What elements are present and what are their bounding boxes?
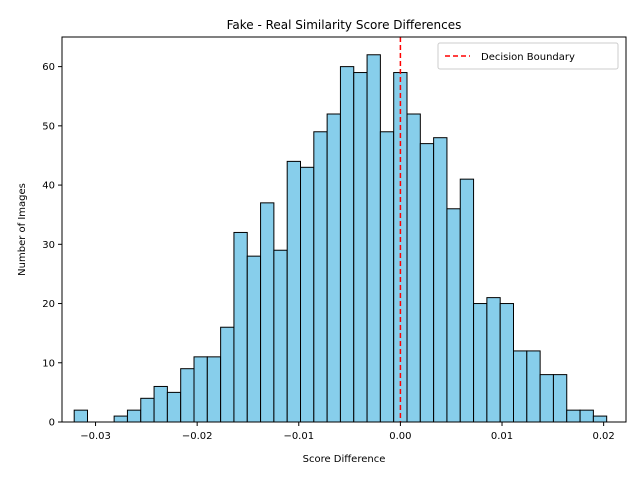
histogram-bar	[433, 137, 448, 423]
y-axis-label: Number of Images	[17, 183, 28, 276]
histogram-bar	[379, 131, 395, 423]
histogram-bar	[539, 374, 554, 423]
histogram-bar	[153, 385, 168, 423]
histogram-bar	[419, 143, 435, 423]
histogram-bar	[180, 368, 195, 423]
y-tick-label: 0	[49, 418, 55, 429]
histogram-bar	[300, 166, 315, 423]
histogram-bar	[406, 113, 421, 423]
histogram-bar	[579, 409, 594, 423]
histogram-bar	[552, 374, 568, 423]
y-tick-label: 10	[42, 358, 55, 369]
y-tick-label: 40	[42, 181, 55, 192]
histogram-bar	[286, 160, 302, 423]
y-tick-label: 50	[42, 121, 55, 132]
x-tick-label: 0.02	[593, 431, 615, 442]
histogram-bar	[166, 391, 182, 423]
histogram-bar	[126, 409, 142, 423]
histogram-bar	[313, 131, 328, 423]
histogram-bar	[339, 66, 355, 423]
histogram-bar	[499, 303, 515, 423]
histogram-bar	[459, 178, 475, 423]
chart-title: Fake - Real Similarity Score Differences	[227, 18, 462, 32]
x-tick-label: −0.02	[182, 431, 213, 442]
x-tick-label: 0.01	[491, 431, 513, 442]
x-tick-label: −0.03	[80, 431, 111, 442]
y-tick-label: 60	[42, 62, 55, 73]
histogram-bar	[273, 249, 288, 423]
x-axis-ticks: −0.03 −0.02 −0.01 0.00 0.01 0.02	[80, 422, 615, 442]
y-axis-ticks: 0 10 20 30 40 50 60	[42, 62, 62, 429]
histogram-bar	[206, 356, 222, 423]
histogram-bar	[366, 54, 381, 423]
histogram-bar	[353, 72, 368, 423]
bars-layer	[73, 54, 608, 423]
histogram-bar	[592, 415, 608, 423]
histogram-bar	[446, 208, 461, 423]
histogram-bar	[513, 350, 528, 423]
histogram-bar	[73, 409, 89, 423]
x-axis-label: Score Difference	[303, 454, 386, 465]
y-tick-label: 30	[42, 240, 55, 251]
histogram-bar	[113, 415, 128, 423]
histogram-bar	[473, 303, 488, 423]
histogram-bar	[233, 231, 248, 423]
histogram-bar	[566, 409, 581, 423]
x-tick-label: 0.00	[389, 431, 411, 442]
histogram-bar	[246, 255, 262, 423]
legend: Decision Boundary	[437, 42, 619, 70]
plot-frame	[61, 36, 627, 423]
histogram-bar	[326, 113, 341, 423]
x-tick-label: −0.01	[283, 431, 314, 442]
histogram-bar	[193, 356, 208, 423]
y-tick-label: 20	[42, 299, 55, 310]
histogram-bar	[260, 202, 275, 423]
histogram-bar	[140, 397, 155, 423]
legend-label: Decision Boundary	[481, 52, 575, 63]
histogram-bar	[526, 350, 541, 423]
histogram-bar	[220, 326, 235, 423]
histogram-bar	[486, 297, 501, 423]
legend-box	[437, 42, 619, 70]
